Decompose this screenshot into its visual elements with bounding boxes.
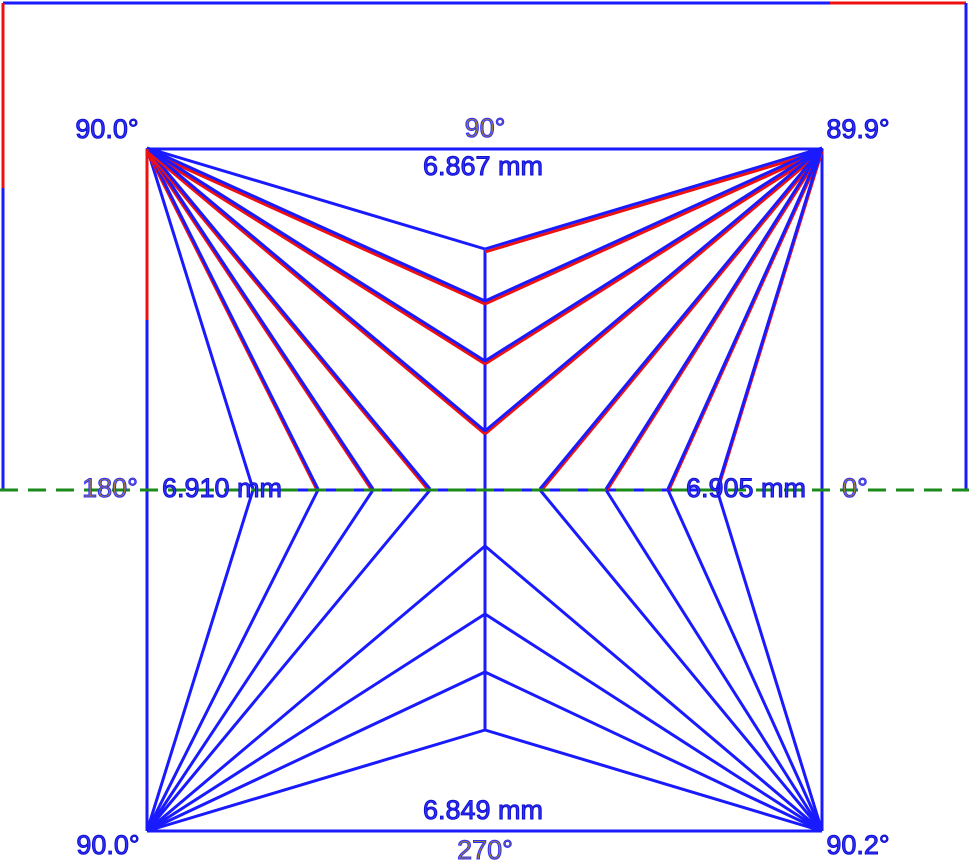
direction-label: 0° <box>842 473 868 503</box>
ray <box>146 728 486 833</box>
ray <box>484 146 823 303</box>
ray <box>484 146 823 363</box>
ray <box>484 146 823 251</box>
ray <box>146 146 486 303</box>
ray <box>484 670 823 833</box>
ray <box>146 149 486 366</box>
ray <box>484 149 823 436</box>
ray <box>715 147 824 490</box>
ray <box>146 670 486 833</box>
corner-angle: 90.0° <box>76 830 139 860</box>
ray <box>538 489 824 832</box>
ray <box>484 149 823 306</box>
ray <box>145 147 255 490</box>
ray <box>145 150 432 493</box>
side-length: 6.905 mm <box>686 473 806 503</box>
ray <box>145 147 432 490</box>
direction-label: 270° <box>457 835 513 860</box>
ray <box>145 150 375 493</box>
side-length: 6.910 mm <box>162 473 282 503</box>
ray <box>146 146 486 363</box>
side-length: 6.867 mm <box>423 151 543 181</box>
ray <box>484 149 823 254</box>
ray <box>666 489 824 832</box>
ray <box>145 147 375 490</box>
corner-angle: 90.0° <box>75 114 138 144</box>
ray <box>145 489 375 832</box>
ray <box>145 147 320 490</box>
corner-angle: 90.2° <box>826 830 889 860</box>
ray <box>146 149 486 306</box>
ray <box>538 147 824 490</box>
ray <box>146 149 486 436</box>
ray <box>484 612 823 833</box>
ray <box>145 489 432 832</box>
ray <box>146 544 486 833</box>
ray <box>145 489 320 832</box>
line-layer <box>1 1 968 833</box>
ray <box>146 146 486 433</box>
ray <box>604 147 824 490</box>
ray <box>145 489 255 832</box>
corner-angle: 89.9° <box>826 114 889 144</box>
ray <box>604 489 824 832</box>
ray <box>484 544 823 833</box>
ray <box>484 149 823 366</box>
ray <box>484 728 823 833</box>
direction-label: 180° <box>82 473 138 503</box>
ray <box>484 146 823 433</box>
ray <box>666 147 824 490</box>
ray <box>538 150 824 493</box>
ray <box>715 489 824 832</box>
ray <box>146 146 486 251</box>
direction-label: 90° <box>465 113 506 143</box>
ray <box>146 612 486 833</box>
side-length: 6.849 mm <box>423 795 543 825</box>
ray <box>604 150 824 493</box>
